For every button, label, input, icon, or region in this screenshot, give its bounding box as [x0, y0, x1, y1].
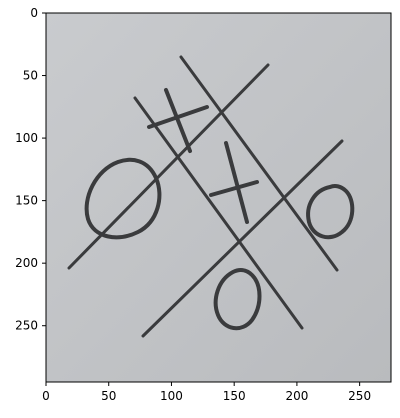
- x-tick-label: 100: [160, 389, 183, 403]
- grid-line-3: [133, 96, 304, 330]
- x-tick-label: 50: [101, 389, 116, 403]
- grid-line-2: [141, 139, 344, 338]
- y-tick-label: 0: [30, 6, 38, 20]
- x-tick-label: 250: [348, 389, 371, 403]
- grid-line-4: [179, 55, 339, 272]
- x-mark-center: [209, 141, 259, 224]
- o-mark-right: [306, 184, 355, 240]
- x-axis: 0 50 100 150 200 250: [42, 382, 371, 403]
- x-mark-top: [147, 88, 209, 153]
- y-tick-label: 50: [23, 69, 38, 83]
- photo: [45, 12, 392, 383]
- hand-drawn-marks: [84, 88, 355, 331]
- axes-frame: [45, 12, 392, 383]
- y-axis: 0 50 100 150 200 250: [15, 6, 46, 333]
- o-mark-bottom: [213, 268, 262, 331]
- x-tick-label: 200: [285, 389, 308, 403]
- x-tick-label: 0: [42, 389, 50, 403]
- y-tick-label: 150: [15, 194, 38, 208]
- y-tick-label: 100: [15, 131, 38, 145]
- x-tick-label: 150: [223, 389, 246, 403]
- y-tick-label: 200: [15, 256, 38, 270]
- paper-background: [46, 13, 391, 382]
- y-tick-label: 250: [15, 319, 38, 333]
- o-mark-left: [84, 157, 162, 240]
